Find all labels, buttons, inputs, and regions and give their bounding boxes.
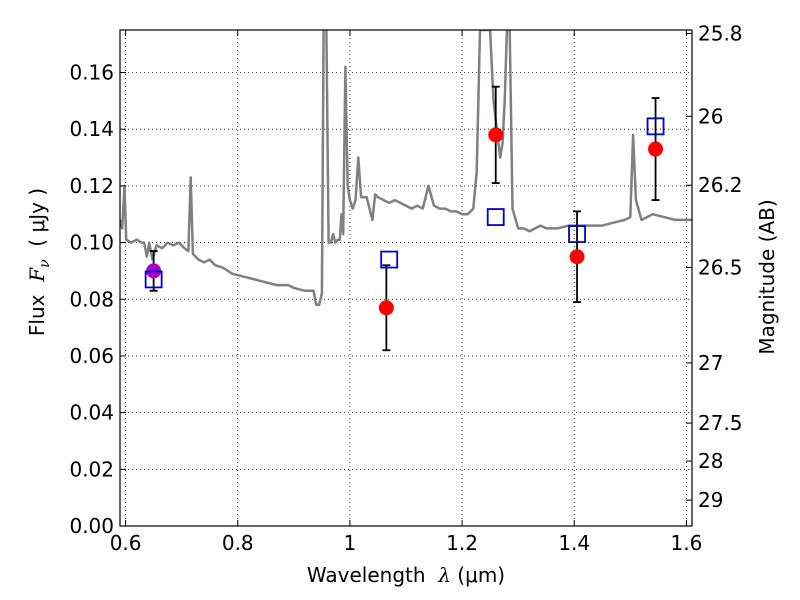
y-tick-label: 0.14	[69, 117, 114, 141]
right-tick-label: 26.2	[698, 173, 743, 197]
y-tick-label: 0.12	[69, 174, 114, 198]
x-tick-label: 1.4	[558, 531, 590, 555]
model-point	[144, 270, 163, 289]
y-tick-label: 0.10	[69, 231, 114, 255]
model-points	[144, 117, 665, 289]
observed-point	[378, 300, 394, 316]
right-tick-label: 29	[698, 488, 723, 512]
x-tick-label: 0.6	[110, 531, 142, 555]
x-tick-label: 1.6	[670, 531, 702, 555]
y-tick-label: 0.16	[69, 61, 114, 85]
y-axis-ticks: 0.00 0.02 0.04 0.06 0.08 0.10 0.12 0.14 0.16	[69, 61, 126, 538]
right-tick-label: 25.8	[698, 21, 743, 45]
model-point	[568, 225, 586, 243]
observed-point	[648, 141, 664, 157]
observed-point	[569, 249, 585, 265]
right-axis-label: Magnitude (AB)	[755, 199, 779, 354]
model-point	[380, 250, 399, 269]
right-axis-ticks: 25.8 26 26.2 26.5 27 27.5 28 29	[686, 21, 743, 512]
y-tick-label: 0.06	[69, 344, 114, 368]
x-tick-label: 0.8	[222, 531, 254, 555]
model-point	[486, 208, 505, 226]
right-tick-label: 27	[698, 351, 723, 375]
x-axis-label: Wavelength λ (μm)	[307, 563, 505, 587]
y-tick-label: 0.00	[69, 514, 114, 538]
x-axis-label-unit: (μm)	[451, 563, 505, 587]
right-tick-label: 28	[698, 449, 723, 473]
spectrum-line	[120, 30, 692, 307]
y-axis-label-prefix: Flux	[25, 282, 49, 336]
right-tick-label: 26.5	[698, 256, 743, 280]
y-axis-label-symbol: F	[25, 267, 49, 283]
axes-box	[119, 29, 693, 527]
y-axis-label-subscript: ν	[37, 259, 53, 268]
y-tick-label: 0.04	[69, 401, 114, 425]
x-tick-label: 1.2	[446, 531, 478, 555]
plot-frame	[119, 29, 693, 527]
x-axis-ticks: 0.6 0.8 1 1.2 1.4 1.6	[110, 30, 702, 555]
x-axis-label-symbol: λ	[437, 563, 451, 587]
model-point	[646, 117, 665, 136]
observed-points	[146, 127, 664, 316]
right-tick-label: 27.5	[698, 411, 743, 435]
y-axis-label: Flux Fν ( μJy )	[25, 188, 53, 336]
grid	[120, 30, 692, 526]
right-tick-label: 26	[698, 104, 723, 128]
y-axis-label-unit: ( μJy )	[25, 188, 49, 260]
y-tick-label: 0.08	[69, 287, 114, 311]
y-tick-label: 0.02	[69, 457, 114, 481]
spectrum-series	[120, 30, 692, 307]
x-axis-label-prefix: Wavelength	[307, 563, 438, 587]
x-tick-label: 1	[344, 531, 357, 555]
observed-point	[488, 127, 504, 143]
